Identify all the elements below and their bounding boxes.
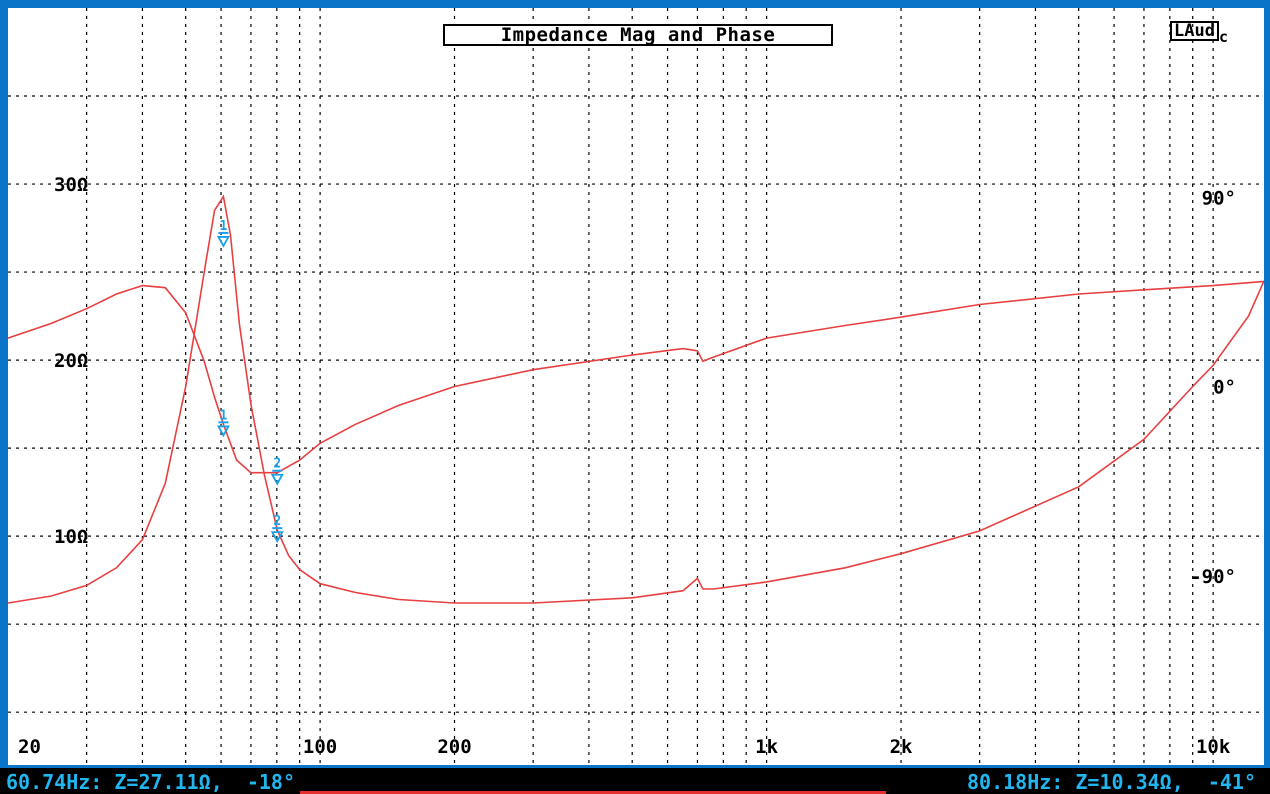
- cursor-2-readout: 80.18Hz: Z=10.34Ω, -41°: [967, 770, 1256, 794]
- impedance-chart: 20 100 200 1k 2k 10k 10Ω 20Ω 30Ω 90° 0° -90° 1 1 2 2: [8, 8, 1264, 765]
- y-left-tick-label: 10Ω: [54, 526, 88, 548]
- y-left-tick-label: 20Ω: [54, 350, 88, 372]
- cursor-marker-label: 1: [220, 219, 228, 234]
- x-tick-label: 1k: [755, 736, 778, 758]
- cursor-marker-arrow: [270, 473, 284, 486]
- app-logo-subscript: c: [1218, 28, 1228, 46]
- x-tick-label: 2k: [890, 736, 913, 758]
- x-tick-label: 200: [437, 736, 471, 758]
- cursor-1-readout: 60.74Hz: Z=27.11Ω, -18°: [6, 770, 295, 794]
- cursor-status-bar: 60.74Hz: Z=27.11Ω, -18° 80.18Hz: Z=10.34…: [0, 768, 1270, 794]
- cursor-marker-label: 2: [273, 514, 281, 529]
- impedance-phase-curve: [8, 280, 1264, 474]
- app-logo-text: LAud: [1170, 21, 1219, 41]
- x-tick-label: 20: [18, 736, 41, 758]
- y-right-tick-label: 90°: [1202, 187, 1236, 209]
- chart-title: Impedance Mag and Phase: [443, 24, 833, 46]
- cursor-marker-arrow: [270, 531, 284, 544]
- y-left-tick-label: 30Ω: [54, 174, 88, 196]
- cursor-marker-label: 1: [220, 408, 228, 423]
- y-right-tick-label: -90°: [1190, 566, 1236, 588]
- x-tick-label: 10k: [1196, 736, 1231, 758]
- y-right-tick-label: 0°: [1213, 377, 1236, 399]
- impedance-magnitude-curve: [8, 194, 1264, 604]
- cursor-marker-label: 2: [273, 457, 281, 472]
- app-logo: LAud c: [1170, 21, 1228, 46]
- plot-area: 20 100 200 1k 2k 10k 10Ω 20Ω 30Ω 90° 0° -90° 1 1 2 2 Im…: [8, 8, 1264, 765]
- x-tick-label: 100: [303, 736, 337, 758]
- status-divider: [300, 791, 886, 794]
- cursor-marker-arrow: [216, 236, 230, 248]
- cursor-marker-arrow: [216, 425, 230, 438]
